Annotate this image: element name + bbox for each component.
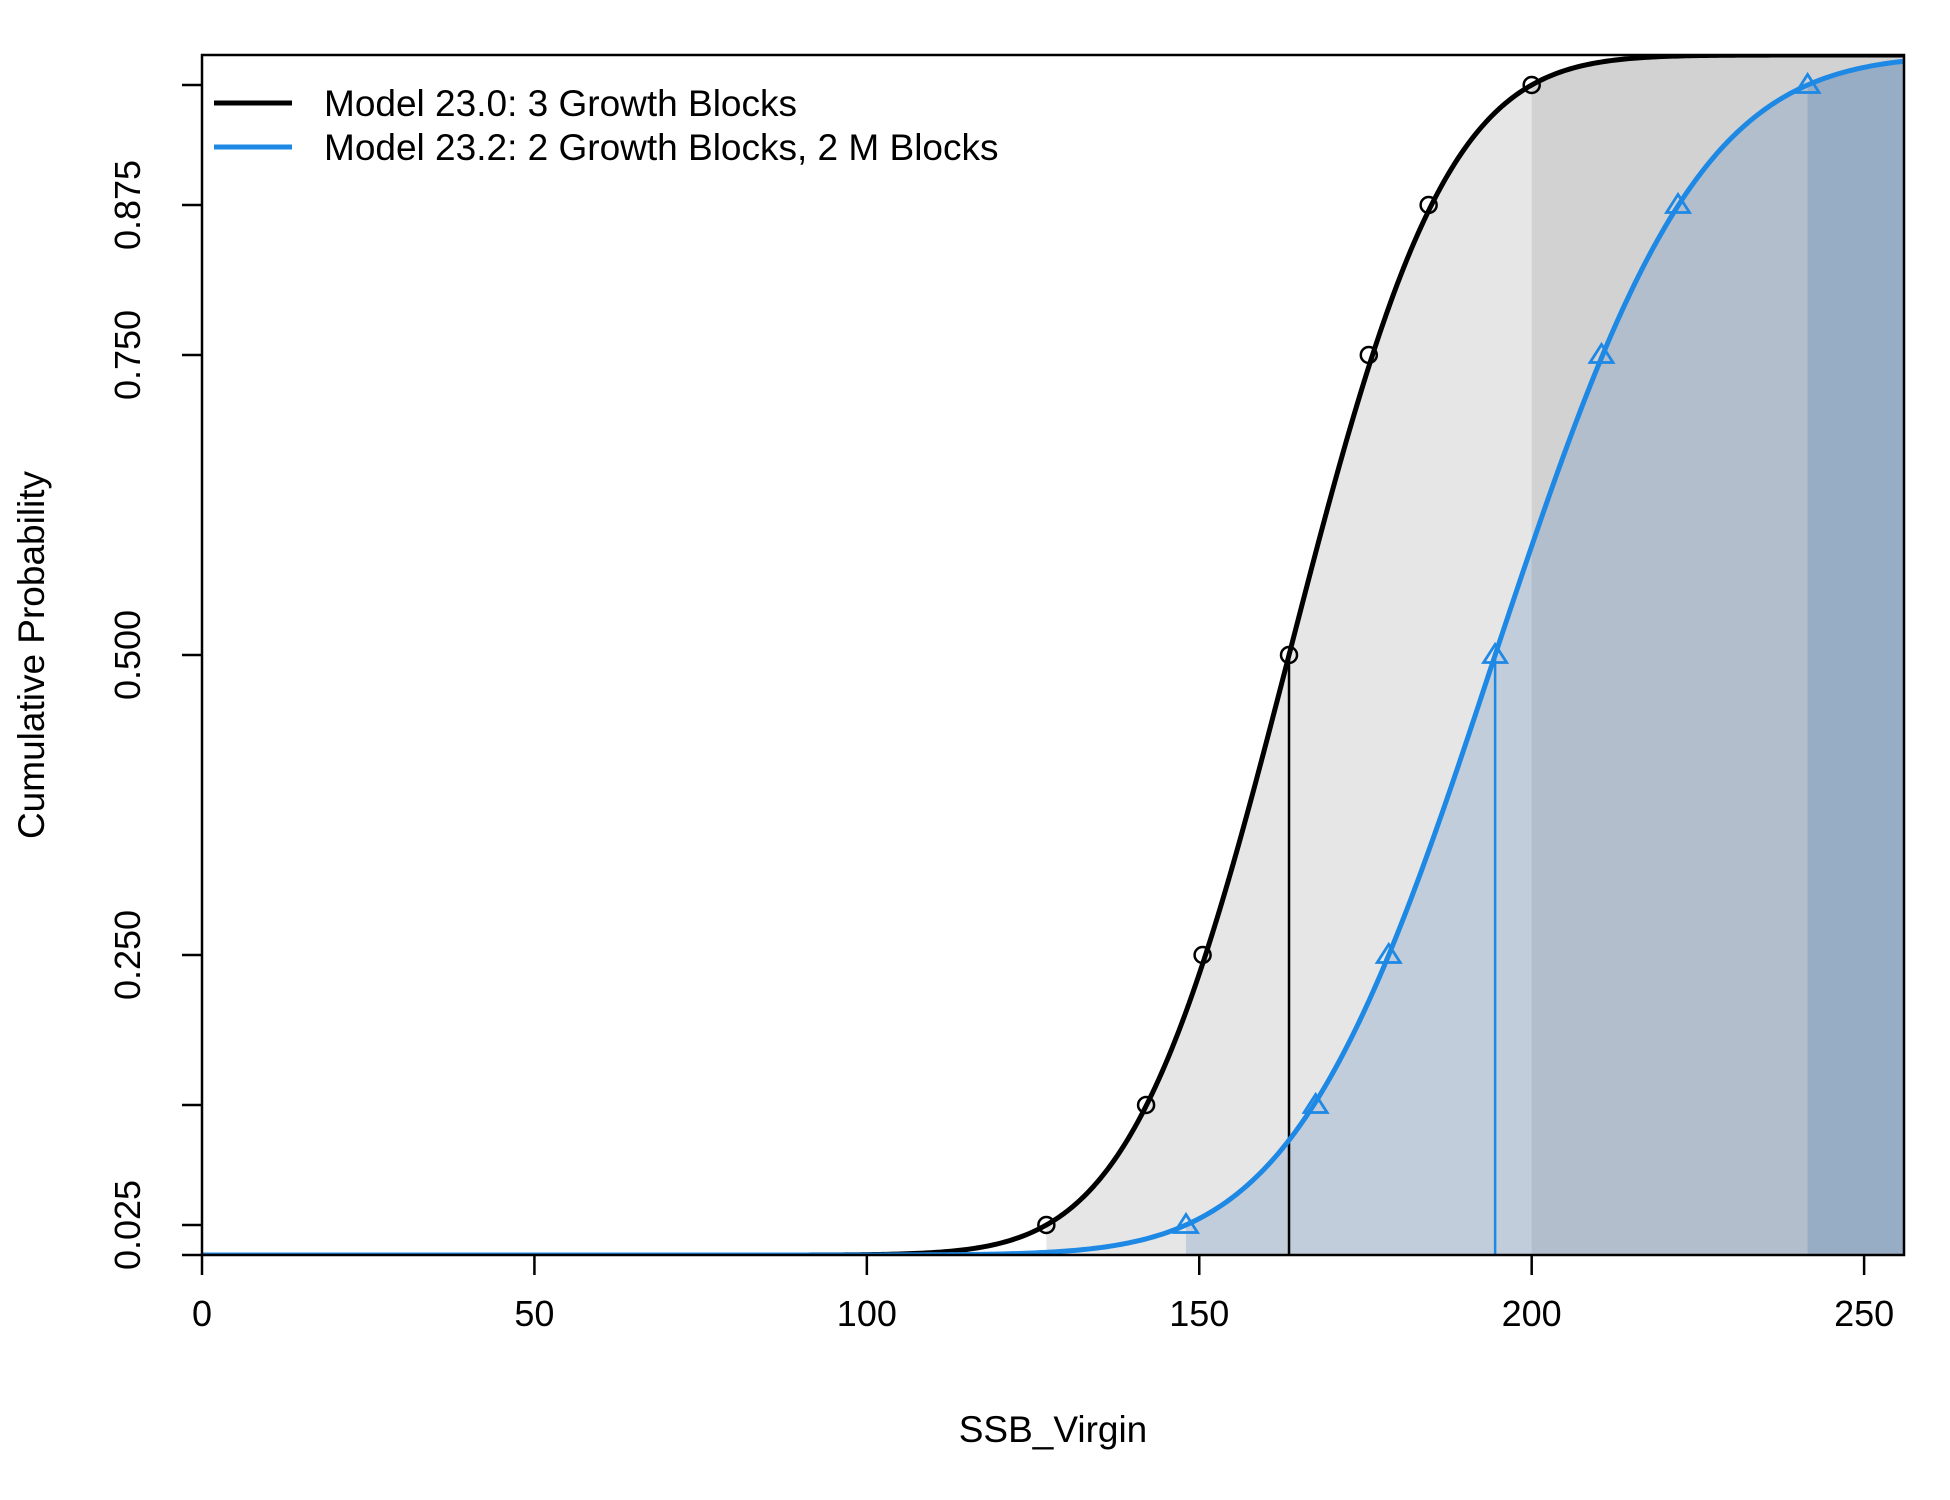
y-axis: 0.025 0.250 0.500 0.750 0.875 bbox=[107, 83, 202, 1270]
upper-tail-fill-model-23-2 bbox=[1807, 61, 1904, 1255]
ci-fill-model-23-0 bbox=[1046, 55, 1904, 1255]
data-point-series-2-0 bbox=[1171, 1211, 1201, 1234]
legend-label-2: Model 23.2: 2 Growth Blocks, 2 M Blocks bbox=[324, 127, 999, 168]
x-axis: 0 50 100 150 200 250 bbox=[192, 1255, 1894, 1334]
data-point-series-2-2 bbox=[1374, 941, 1403, 964]
data-point-series-2-3 bbox=[1481, 641, 1510, 664]
series-line-2 bbox=[202, 58, 1904, 1255]
shaded-regions bbox=[1046, 55, 1904, 1255]
data-point-series-1-5 bbox=[1419, 195, 1438, 215]
data-point-series-2-6 bbox=[1793, 71, 1822, 94]
upper-tail-fill-model-23-0 bbox=[1531, 55, 1904, 1255]
data-point-series-1-2 bbox=[1193, 945, 1212, 965]
x-tick-label-5: 250 bbox=[1834, 1293, 1894, 1334]
ci-fill-model-23-2 bbox=[1185, 61, 1904, 1255]
x-tick-label-4: 200 bbox=[1502, 1293, 1562, 1334]
legend-label-1: Model 23.0: 3 Growth Blocks bbox=[324, 83, 797, 124]
y-tick-label-3: 0.750 bbox=[107, 310, 148, 400]
y-tick-label-0: 0.025 bbox=[107, 1180, 148, 1270]
y-axis-title: Cumulative Probability bbox=[11, 470, 52, 839]
x-tick-label-3: 150 bbox=[1169, 1293, 1229, 1334]
data-point-series-2-5 bbox=[1663, 191, 1693, 214]
y-tick-label-4: 0.875 bbox=[107, 160, 148, 250]
data-point-series-1-0 bbox=[1037, 1215, 1056, 1235]
data-point-series-1-6 bbox=[1522, 75, 1541, 95]
x-tick-label-1: 50 bbox=[514, 1293, 554, 1334]
y-tick-label-1: 0.250 bbox=[107, 910, 148, 1000]
x-tick-label-0: 0 bbox=[192, 1293, 212, 1334]
data-point-series-2-4 bbox=[1587, 341, 1616, 364]
data-point-series-1-4 bbox=[1359, 345, 1379, 365]
data-point-series-2-1 bbox=[1301, 1091, 1330, 1114]
y-tick-label-2: 0.500 bbox=[107, 610, 148, 700]
x-axis-title: SSB_Virgin bbox=[959, 1409, 1148, 1450]
series-markers bbox=[1037, 71, 1822, 1235]
data-point-series-1-3 bbox=[1279, 645, 1299, 665]
median-lines bbox=[1287, 655, 1497, 1255]
data-point-series-1-1 bbox=[1136, 1095, 1156, 1115]
x-tick-label-2: 100 bbox=[837, 1293, 897, 1334]
